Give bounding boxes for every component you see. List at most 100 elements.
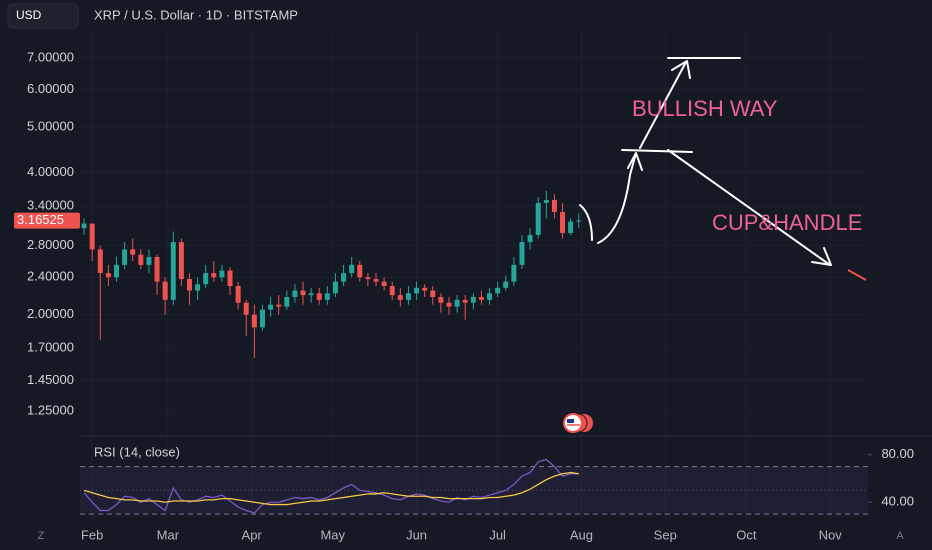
- candle-body: [365, 277, 371, 280]
- candle-body: [251, 314, 257, 328]
- candle-body: [235, 286, 241, 303]
- candle-body: [535, 202, 541, 236]
- candle-body: [568, 221, 574, 233]
- y-tick-label: 2.80000: [27, 237, 74, 252]
- y-tick-label: 4.00000: [27, 164, 74, 179]
- candle-body: [405, 293, 411, 300]
- event-icon[interactable]: [563, 413, 593, 433]
- candle-body: [268, 304, 274, 310]
- candle-body: [543, 199, 549, 203]
- candle-body: [243, 302, 249, 315]
- y-tick-label: 1.45000: [27, 372, 74, 387]
- candle-body: [332, 281, 338, 294]
- candle-body: [349, 264, 355, 274]
- candle-body: [122, 249, 128, 265]
- candle-body: [511, 264, 517, 282]
- y-tick-label: 7.00000: [27, 49, 74, 64]
- candle-body: [438, 297, 444, 303]
- candle-body: [186, 279, 192, 291]
- candle-body: [454, 299, 460, 307]
- candle-body: [81, 223, 87, 229]
- candle-body: [276, 304, 282, 307]
- x-tick-label: Apr: [242, 527, 263, 542]
- y-tick-label: 2.00000: [27, 306, 74, 321]
- candle-body: [162, 281, 168, 300]
- drawing-arrow: [667, 149, 832, 266]
- candle-body: [324, 293, 330, 300]
- candle-body: [170, 242, 176, 300]
- candle-body: [357, 264, 363, 278]
- candle-body: [105, 273, 111, 278]
- candle-body: [414, 287, 420, 294]
- candle-body: [430, 290, 436, 298]
- candle-body: [130, 249, 136, 255]
- candle-body: [113, 264, 119, 278]
- scale-button[interactable]: A: [896, 530, 904, 542]
- candle-body: [211, 273, 217, 278]
- candle-body: [284, 297, 290, 307]
- drawings: BULLISH WAY CUP&HANDLE: [579, 57, 866, 281]
- candle-body: [462, 299, 468, 303]
- x-tick-label: Jul: [489, 527, 506, 542]
- y-tick-label: 3.40000: [27, 197, 74, 212]
- candle-body: [560, 212, 566, 233]
- candle-body: [89, 223, 95, 250]
- candle-body: [487, 293, 493, 300]
- x-tick-label: Feb: [81, 527, 103, 542]
- candle-body: [203, 273, 209, 285]
- candle-body: [341, 273, 347, 282]
- drawing-arrow: [597, 152, 643, 244]
- annotation: CUP&HANDLE: [712, 210, 862, 235]
- chart-title: XRP / U.S. Dollar · 1D · BITSTAMP: [94, 7, 298, 22]
- currency[interactable]: USD: [16, 8, 42, 22]
- candle-body: [97, 249, 103, 274]
- currency-box[interactable]: [7, 3, 79, 29]
- rsi-pane: [80, 458, 868, 515]
- candle-body: [470, 297, 476, 303]
- rsi-title: RSI (14, close): [94, 444, 180, 459]
- y-tick-label: 2.40000: [27, 269, 74, 284]
- drawing-handle: [579, 204, 593, 241]
- x-tick-label: May: [320, 527, 345, 542]
- rsi-ma-line: [83, 471, 579, 506]
- candle-body: [422, 287, 428, 291]
- x-tick-label: Mar: [157, 527, 180, 542]
- x-tick-label: Jun: [406, 527, 427, 542]
- drawing-level: [621, 149, 693, 153]
- y-tick-label: 1.25000: [27, 402, 74, 417]
- y-tick-label: 6.00000: [27, 81, 74, 96]
- candle-body: [227, 270, 233, 287]
- candle-body: [219, 270, 225, 278]
- rsi-tick-label: 40.00: [881, 494, 914, 509]
- candle-body: [527, 235, 533, 243]
- rsi-band: [80, 466, 868, 515]
- candle-body: [446, 302, 452, 307]
- y-tick-label: 5.00000: [27, 118, 74, 133]
- last-price-box: [14, 212, 80, 229]
- candle-body: [300, 290, 306, 296]
- candle-body: [478, 297, 484, 300]
- candle-body: [178, 242, 184, 280]
- candle-body: [519, 242, 525, 265]
- candle-body: [308, 293, 314, 296]
- candle-body: [154, 256, 160, 282]
- labels: Feb Mar Apr May Jun Jul Aug Sep Oct Nov 7.00000 6.0…: [14, 49, 914, 542]
- rsi-line: [83, 458, 579, 514]
- drawing-arrow: [639, 60, 691, 149]
- scale-button[interactable]: Z: [38, 530, 45, 542]
- x-tick-label: Sep: [654, 527, 677, 542]
- candle-body: [259, 309, 265, 328]
- x-tick-label: Oct: [736, 527, 757, 542]
- candle-body: [551, 199, 557, 213]
- x-tick-label: Aug: [570, 527, 593, 542]
- annotation: BULLISH WAY: [632, 96, 778, 121]
- last-price: 3.16525: [17, 212, 64, 227]
- candle-body: [138, 254, 144, 265]
- candle-body: [389, 286, 395, 296]
- candle-body: [503, 281, 509, 288]
- candle-body: [195, 284, 201, 291]
- candle-body: [146, 256, 152, 265]
- candle-body: [316, 293, 322, 300]
- candle-body: [381, 281, 387, 287]
- x-tick-label: Nov: [819, 527, 843, 542]
